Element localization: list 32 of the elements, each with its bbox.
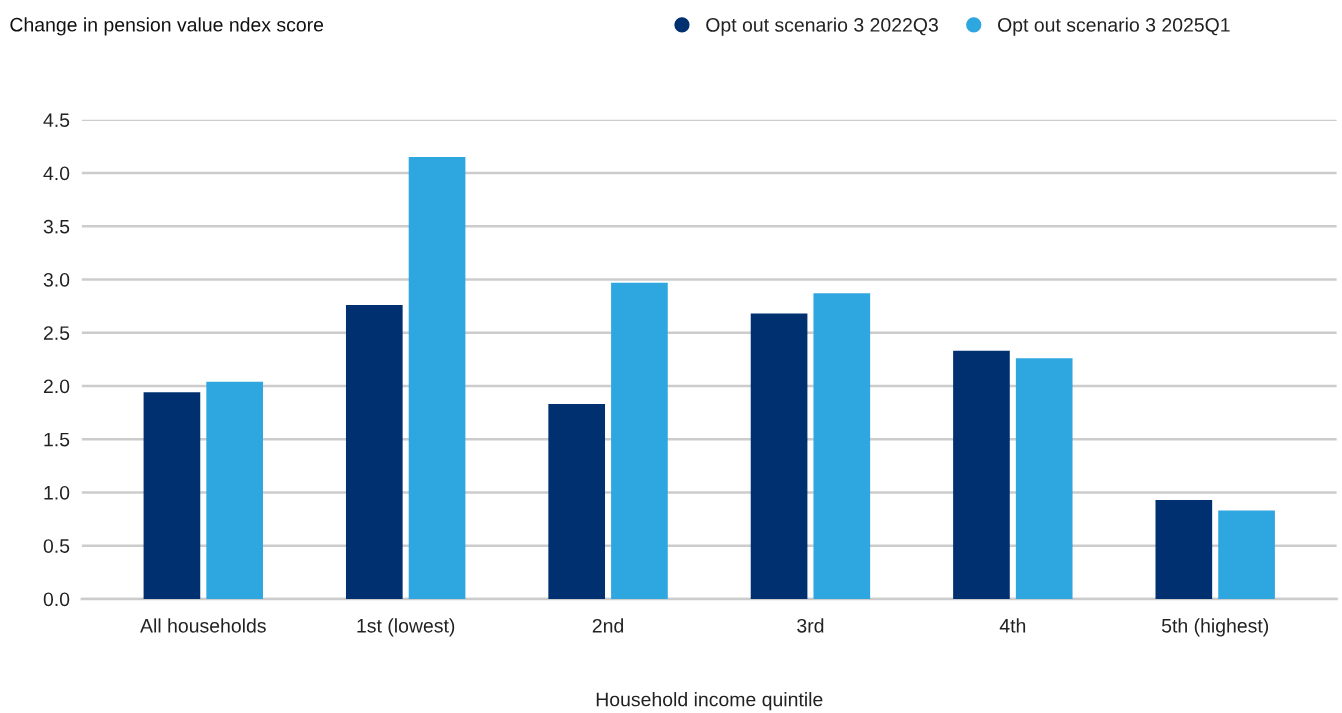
y-tick-label: 3.0 xyxy=(43,272,70,287)
x-tick-label: 2nd xyxy=(592,618,624,633)
y-tick-label: 2.0 xyxy=(43,379,70,394)
bar xyxy=(1218,510,1275,599)
x-tick-label: 4th xyxy=(999,618,1026,633)
bar xyxy=(953,350,1010,599)
bar xyxy=(611,282,668,599)
x-tick-label: 3rd xyxy=(797,618,824,633)
x-axis-title: Household income quintile xyxy=(596,692,823,711)
bar xyxy=(408,157,466,599)
chart-title: Change in pension value ndex score xyxy=(10,17,324,36)
y-tick-label: 2.5 xyxy=(43,326,70,340)
legend-label: Opt out scenario 3 2022Q3 xyxy=(706,17,938,36)
x-tick-label: All households xyxy=(140,618,266,633)
bar xyxy=(1155,499,1213,599)
y-tick-label: 1.5 xyxy=(44,432,70,447)
x-tick-label: 1st (lowest) xyxy=(357,618,455,637)
bar xyxy=(750,313,808,599)
y-tick-label: 3.5 xyxy=(43,219,70,234)
bar xyxy=(345,305,403,599)
bar xyxy=(813,293,871,599)
bar xyxy=(143,392,201,599)
y-tick-label: 4.0 xyxy=(43,166,70,181)
y-tick-label: 0.0 xyxy=(43,592,70,607)
y-tick-label: 0.5 xyxy=(43,539,70,553)
y-tick-label: 4.5 xyxy=(43,113,70,128)
bar xyxy=(548,404,606,599)
x-tick-label: 5th (highest) xyxy=(1161,618,1269,637)
bar xyxy=(1015,358,1073,599)
y-tick-label: 1.0 xyxy=(44,485,70,500)
legend-label: Opt out scenario 3 2025Q1 xyxy=(998,17,1230,36)
bar xyxy=(206,381,263,599)
